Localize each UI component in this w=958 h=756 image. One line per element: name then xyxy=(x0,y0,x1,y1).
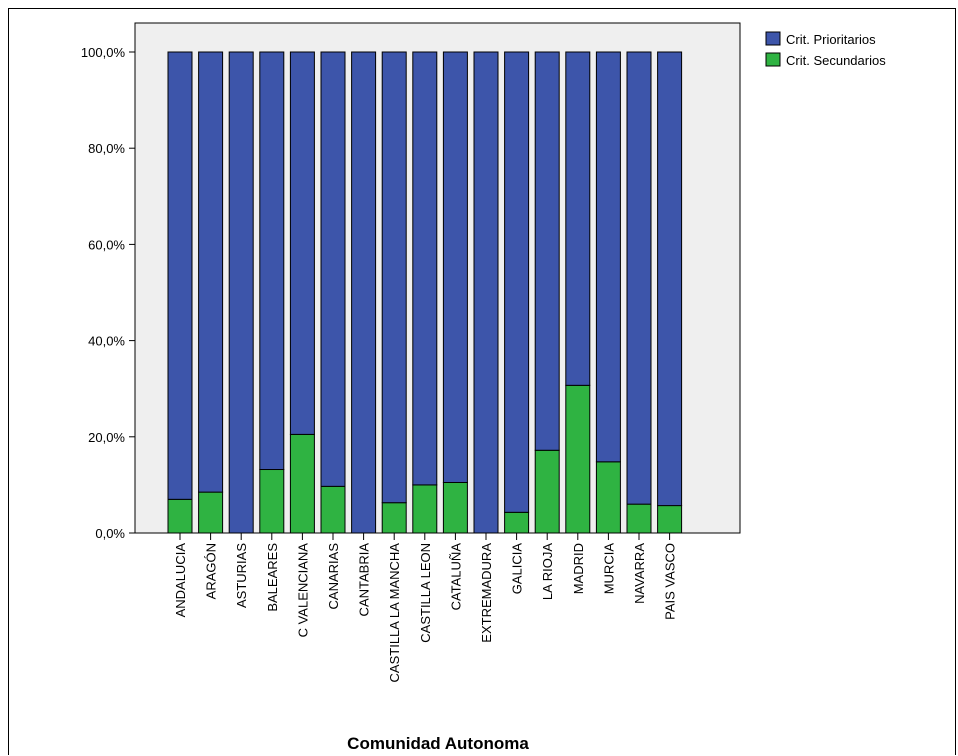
legend-label-prioritarios: Crit. Prioritarios xyxy=(786,32,876,47)
bar-prioritarios-15 xyxy=(626,51,652,505)
x-tick-label-9: CATALUÑA xyxy=(448,543,463,611)
bar-prioritarios-7 xyxy=(381,51,407,504)
bar-secundarios-0 xyxy=(167,498,193,534)
x-axis-label: Comunidad Autonoma xyxy=(347,734,529,753)
y-tick-label-1: 20,0% xyxy=(88,430,125,445)
x-tick-label-12: LA RIOJA xyxy=(540,543,555,600)
bar-secundarios-3 xyxy=(259,469,285,534)
x-tick-label-15: NAVARRA xyxy=(632,543,647,604)
x-tick-label-11: GALICIA xyxy=(510,543,525,595)
y-tick-label-5: 100,0% xyxy=(81,45,126,60)
legend: Crit. Prioritarios Crit. Secundarios xyxy=(765,31,886,68)
legend-swatch-secundarios xyxy=(765,52,781,67)
bar-secundarios-15 xyxy=(626,503,652,534)
bar-prioritarios-1 xyxy=(198,51,224,493)
y-tick-label-3: 60,0% xyxy=(88,237,125,252)
bars-group xyxy=(167,51,683,534)
bar-secundarios-1 xyxy=(198,491,224,534)
x-tick-label-6: CANTABRIA xyxy=(357,543,372,617)
bar-secundarios-13 xyxy=(565,384,591,534)
x-tick-label-5: CANARIAS xyxy=(326,543,341,610)
bar-prioritarios-13 xyxy=(565,51,591,386)
x-tick-label-3: BALEARES xyxy=(265,543,280,612)
bar-prioritarios-14 xyxy=(595,51,621,463)
bar-prioritarios-11 xyxy=(504,51,530,513)
bar-prioritarios-8 xyxy=(412,51,438,486)
y-tick-label-2: 40,0% xyxy=(88,334,125,349)
x-tick-label-7: CASTILLA LA MANCHA xyxy=(387,543,402,683)
bar-secundarios-11 xyxy=(504,511,530,534)
bar-prioritarios-5 xyxy=(320,51,346,487)
x-tick-label-10: EXTREMADURA xyxy=(479,543,494,643)
x-tick-label-14: MURCIA xyxy=(601,543,616,595)
bar-secundarios-12 xyxy=(534,449,560,534)
legend-label-secundarios: Crit. Secundarios xyxy=(786,53,886,68)
bar-secundarios-9 xyxy=(442,481,468,534)
bar-secundarios-5 xyxy=(320,485,346,534)
x-tick-label-16: PAIS VASCO xyxy=(663,543,678,620)
bar-prioritarios-2 xyxy=(228,51,254,534)
x-tick-label-0: ANDALUCIA xyxy=(173,543,188,618)
x-tick-label-1: ARAGÓN xyxy=(204,543,219,599)
bar-prioritarios-10 xyxy=(473,51,499,534)
legend-swatch-prioritarios xyxy=(765,31,781,46)
bar-prioritarios-4 xyxy=(289,51,315,435)
x-tick-label-13: MADRID xyxy=(571,543,586,594)
bar-prioritarios-12 xyxy=(534,51,560,451)
y-tick-label-0: 0,0% xyxy=(95,526,125,541)
chart-frame xyxy=(8,8,956,755)
bar-prioritarios-16 xyxy=(657,51,683,507)
bar-prioritarios-3 xyxy=(259,51,285,471)
bar-secundarios-16 xyxy=(657,505,683,534)
y-tick-label-4: 80,0% xyxy=(88,141,125,156)
bar-secundarios-14 xyxy=(595,461,621,534)
x-tick-label-4: C VALENCIANA xyxy=(295,543,310,638)
y-axis: 0,0% 20,0% 40,0% 60,0% 80,0% 100,0% xyxy=(81,45,135,541)
bar-prioritarios-0 xyxy=(167,51,193,500)
x-axis: ANDALUCIA ARAGÓN ASTURIAS BALEARES C VALENCI… xyxy=(173,533,678,682)
bar-secundarios-4 xyxy=(289,433,315,534)
bar-prioritarios-9 xyxy=(442,51,468,483)
bar-prioritarios-6 xyxy=(351,51,377,534)
bar-secundarios-8 xyxy=(412,484,438,534)
x-tick-label-2: ASTURIAS xyxy=(234,543,249,608)
bar-secundarios-7 xyxy=(381,502,407,534)
x-tick-label-8: CASTILLA LEON xyxy=(418,543,433,643)
